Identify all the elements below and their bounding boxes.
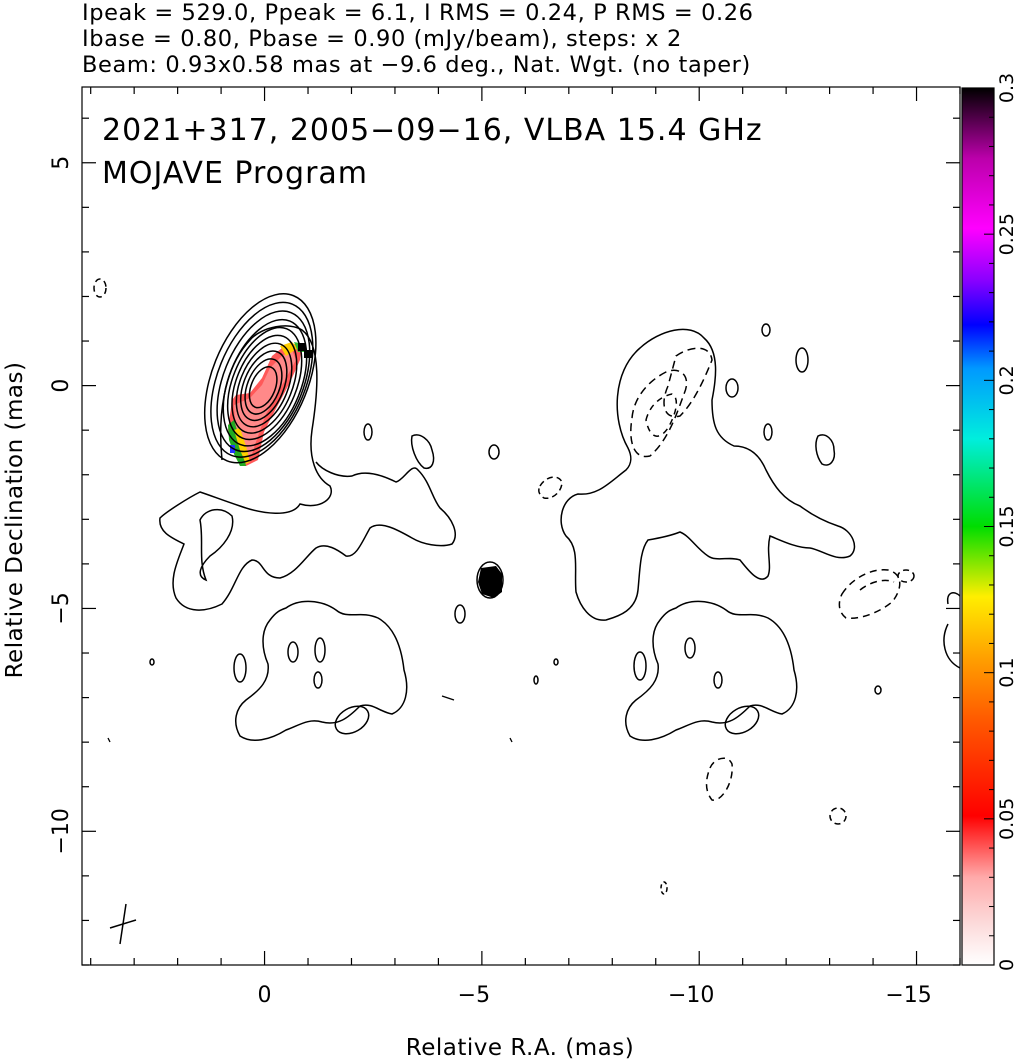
- x-tick-label: −15: [885, 983, 931, 1008]
- isolated-feature: [476, 561, 504, 599]
- core-contour: [231, 334, 298, 434]
- core-contour: [226, 326, 303, 441]
- jet-contours-intensity: [149, 325, 500, 742]
- core-contour: [216, 310, 311, 453]
- core-contour: [203, 293, 317, 464]
- negative-contours: [93, 278, 915, 895]
- colorbar-tick-label: 0: [996, 959, 1018, 971]
- y-tick-label: 0: [49, 379, 74, 393]
- axis-ticks: [82, 87, 961, 966]
- y-axis-title: Relative Declination (mas): [2, 362, 28, 679]
- y-tick-label: −10: [49, 808, 74, 854]
- axis-tick-labels: 0 −5 −10 −15 5 0 −5 −10: [49, 156, 932, 1008]
- core-contours: [203, 293, 317, 464]
- colorbar-tick-label: 0.2: [996, 365, 1018, 395]
- map-header: Ipeak = 529.0, Ppeak = 6.1, I RMS = 0.24…: [82, 0, 1022, 78]
- core-contour: [239, 350, 288, 422]
- plot-frame: [81, 86, 961, 966]
- x-tick-label: −10: [668, 983, 714, 1008]
- header-beam-info: Beam: 0.93x0.58 mas at −9.6 deg., Nat. W…: [82, 52, 751, 78]
- x-tick-label: 0: [258, 983, 272, 1008]
- jet-contours-polarized: [533, 323, 961, 742]
- y-tick-label: 5: [49, 156, 74, 170]
- core-contour: [210, 301, 314, 458]
- colorbar-ticks: 0 0.05 0.1 0.15 0.2 0.25 0.3: [984, 73, 1018, 971]
- x-tick-label: −5: [458, 983, 490, 1008]
- header-peak-stats: Ipeak = 529.0, Ppeak = 6.1, I RMS = 0.24…: [82, 0, 754, 26]
- colorbar-tick-label: 0.1: [996, 658, 1018, 688]
- colorbar-tick-label: 0.25: [996, 213, 1018, 255]
- colorbar-tick-label: 0.3: [996, 73, 1018, 103]
- core-contour: [248, 366, 278, 409]
- colorbar-tick-label: 0.05: [996, 798, 1018, 840]
- evpa-markers: [107, 695, 513, 743]
- core-contour: [244, 358, 283, 415]
- program-annotation: MOJAVE Program: [102, 156, 368, 191]
- core-contour: [235, 342, 293, 428]
- x-axis-title: Relative R.A. (mas): [406, 1035, 634, 1061]
- colorbar-tick-label: 0.15: [996, 505, 1018, 547]
- header-base-levels: Ibase = 0.80, Pbase = 0.90 (mJy/beam), s…: [82, 26, 682, 52]
- beam-symbol: [109, 903, 137, 945]
- y-tick-label: −5: [49, 592, 74, 624]
- source-annotation: 2021+317, 2005−09−16, VLBA 15.4 GHz: [102, 113, 763, 148]
